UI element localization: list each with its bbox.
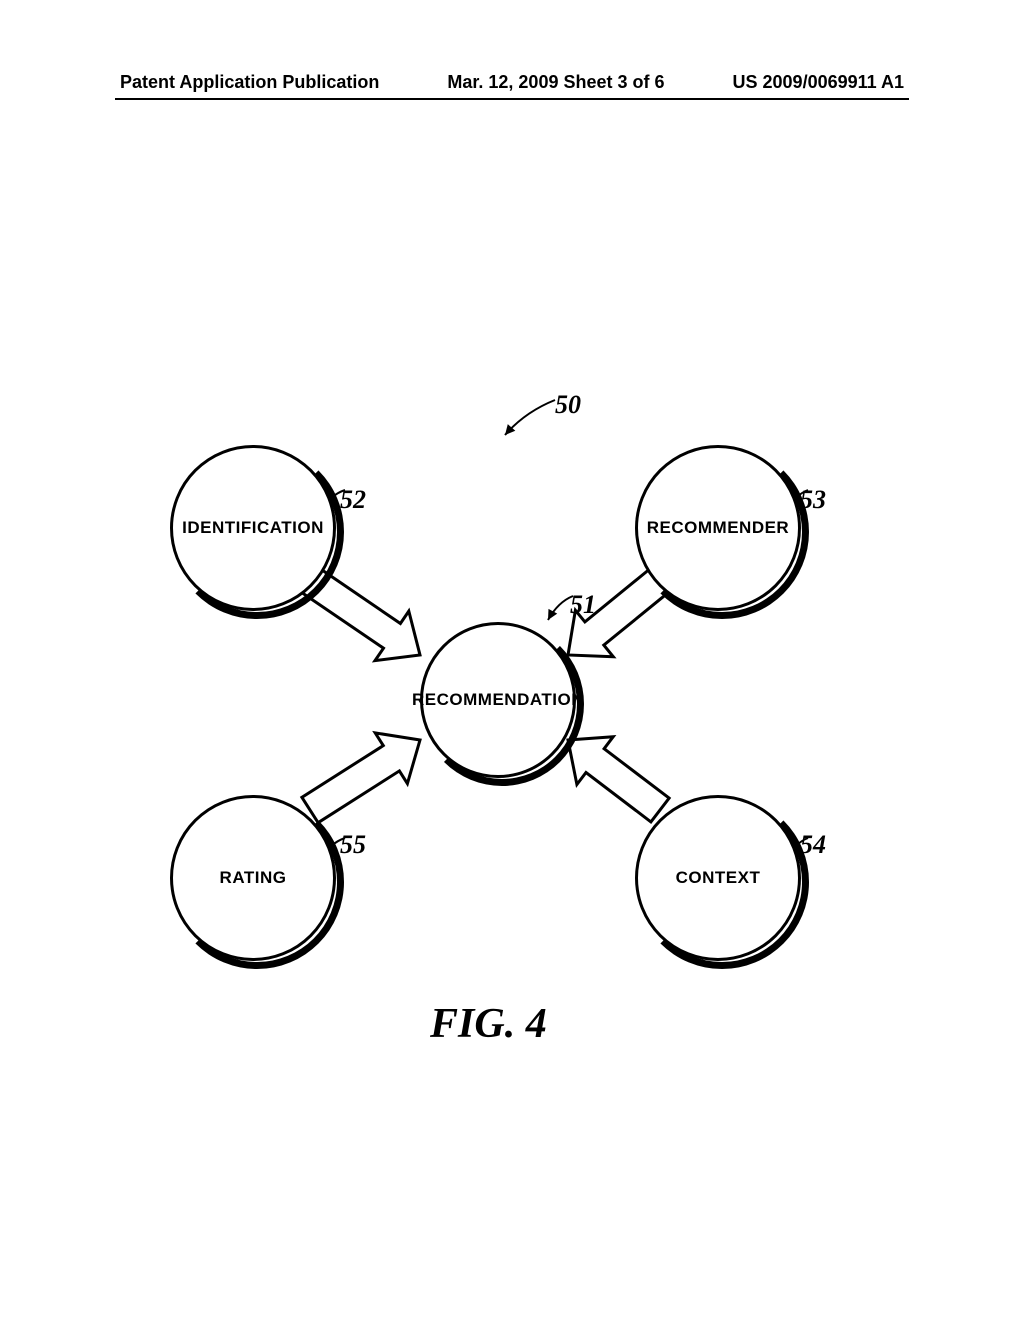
figure-caption: FIG. 4: [430, 1000, 547, 1048]
node-label: RECOMMENDATION: [412, 690, 584, 710]
block-arrow: [568, 737, 669, 822]
ref-55: 55: [340, 830, 366, 860]
patent-figure-page: Patent Application Publication Mar. 12, …: [0, 0, 1024, 1320]
node-recommendation: RECOMMENDATION: [420, 622, 576, 778]
node-rating: RATING: [170, 795, 336, 961]
ref-51: 51: [570, 590, 596, 620]
node-context: CONTEXT: [635, 795, 801, 961]
block-arrow: [302, 733, 420, 823]
leader-51-arrowhead: [548, 609, 557, 620]
node-label: IDENTIFICATION: [182, 518, 324, 538]
node-identification: IDENTIFICATION: [170, 445, 336, 611]
diagram-area: RECOMMENDATION IDENTIFICATION RECOMMENDE…: [0, 0, 1024, 1320]
leader-50-arrowhead: [505, 424, 515, 435]
ref-53: 53: [800, 485, 826, 515]
node-label: CONTEXT: [676, 868, 761, 888]
ref-50: 50: [555, 390, 581, 420]
leader-50: [505, 400, 555, 435]
block-arrow: [302, 568, 421, 661]
node-recommender: RECOMMENDER: [635, 445, 801, 611]
node-label: RECOMMENDER: [647, 518, 789, 538]
ref-52: 52: [340, 485, 366, 515]
ref-54: 54: [800, 830, 826, 860]
node-label: RATING: [220, 868, 287, 888]
